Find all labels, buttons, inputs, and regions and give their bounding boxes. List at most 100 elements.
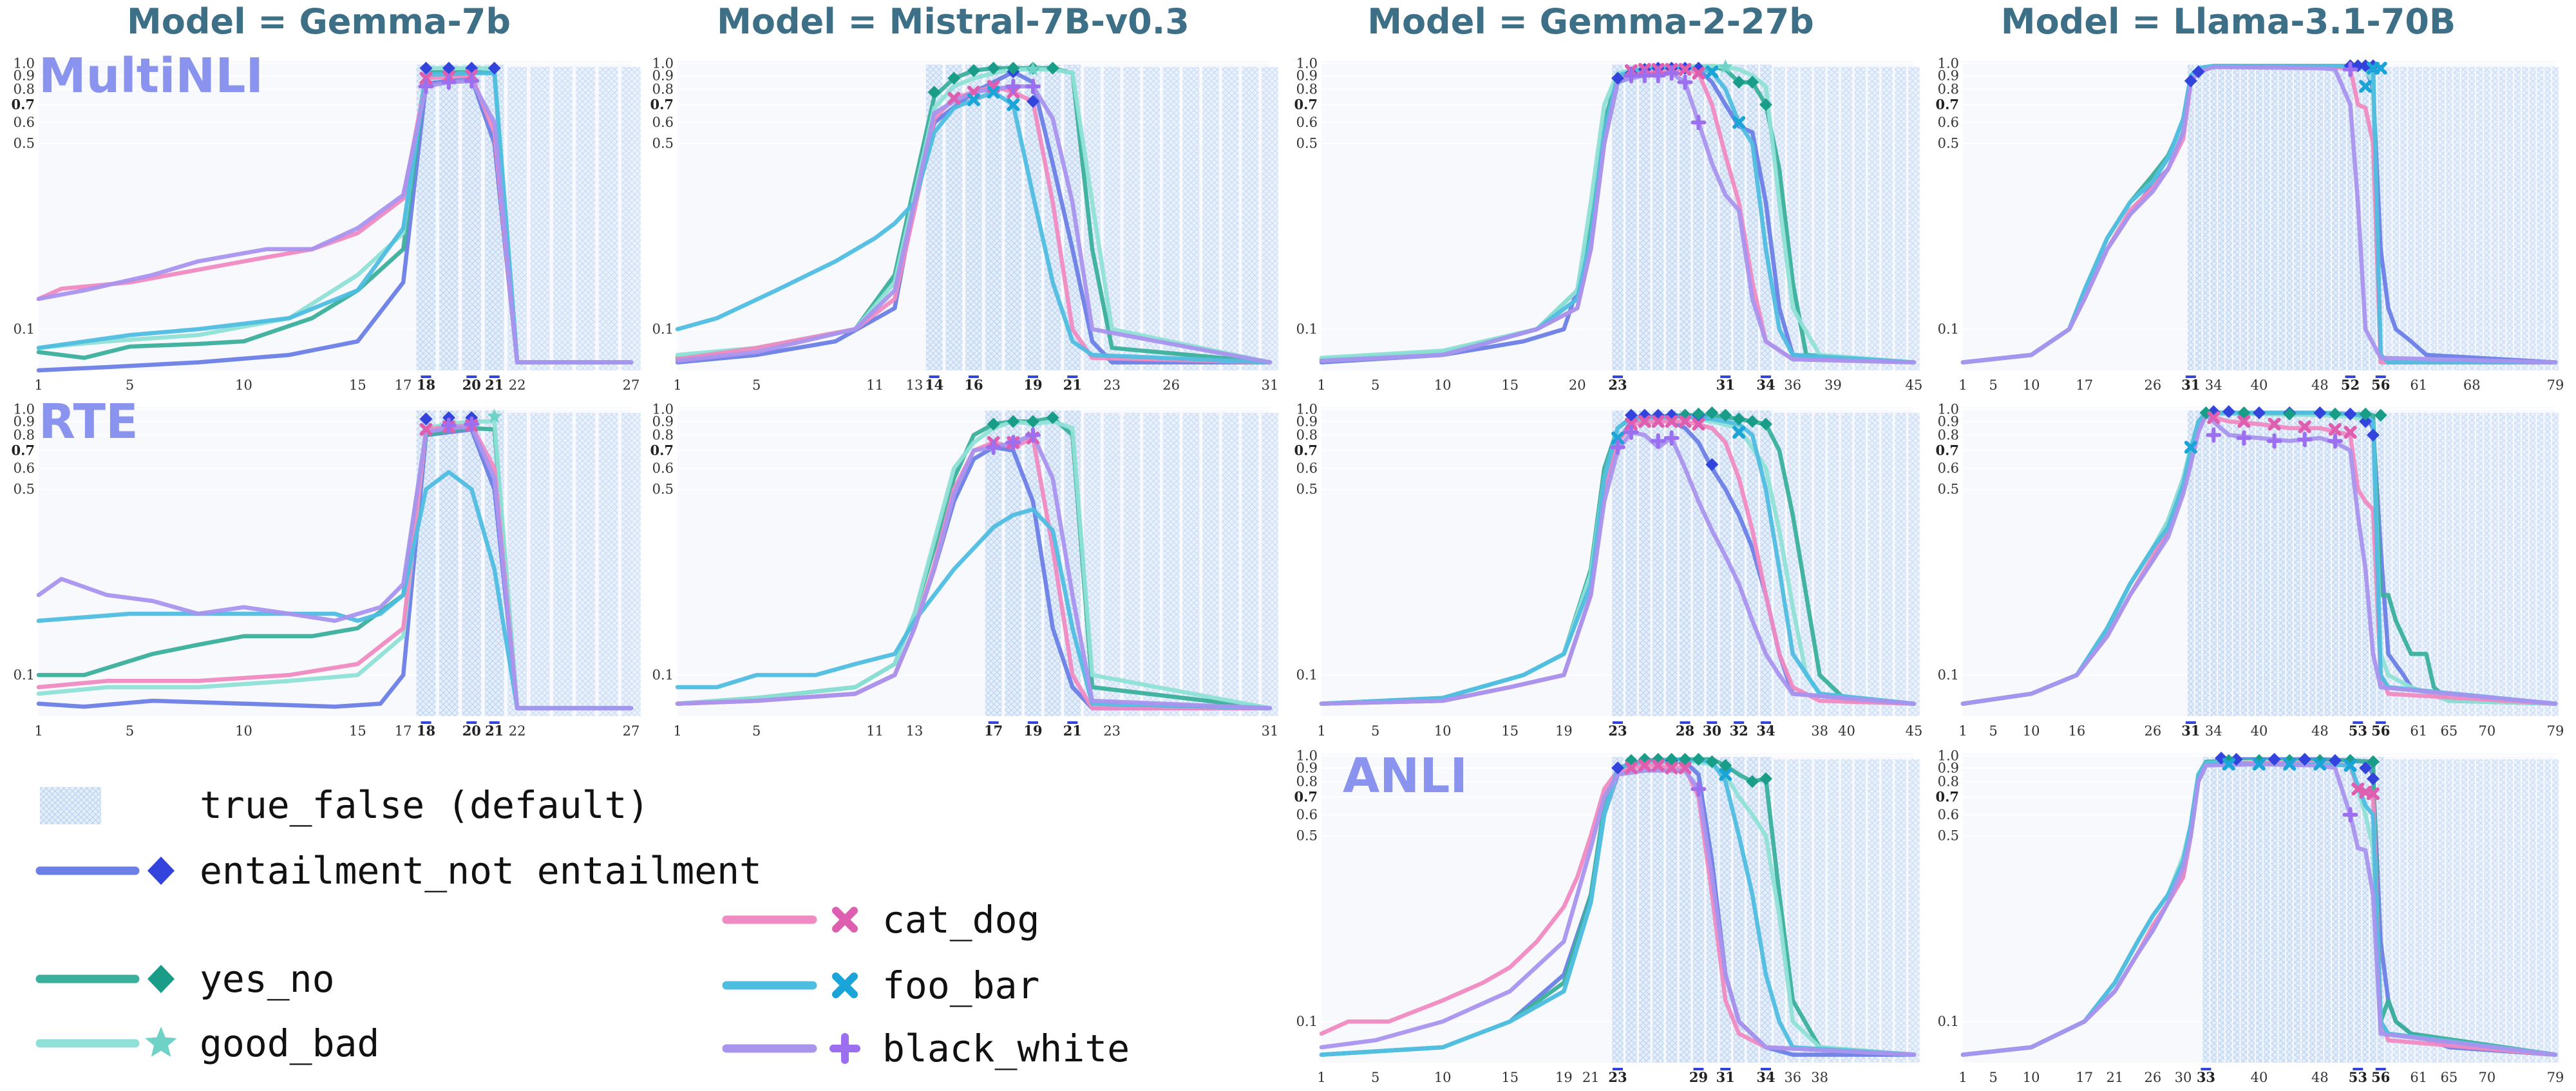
x-tick-label: 26 (2145, 1070, 2162, 1085)
point-marker-black-white (2342, 807, 2358, 823)
true-false-bar (2407, 759, 2414, 1063)
true-false-bar (2347, 757, 2354, 1063)
x-tick-label: 21 (485, 723, 504, 739)
x-tick-label: 21 (2107, 1070, 2124, 1085)
true-false-bar (1854, 413, 1866, 716)
x-tick-label: 26 (2145, 723, 2162, 739)
true-false-bar (1143, 67, 1160, 370)
true-false-bar (2316, 757, 2324, 1063)
x-tick-label: 5 (752, 723, 761, 739)
true-false-bar (462, 64, 482, 371)
x-tick-label: 34 (1756, 377, 1775, 393)
y-tick-label: 1.0 (14, 56, 35, 71)
x-tick-label: 34 (2205, 377, 2222, 393)
true-false-bar (1679, 410, 1691, 716)
point-marker-yes-no (1027, 415, 1039, 428)
true-false-bar (2445, 759, 2452, 1063)
point-marker-foo-bar-stroke-b (1611, 432, 1624, 445)
legend-marker-black-white-plus-icon (829, 1033, 860, 1064)
x-tick-label: 13 (906, 723, 923, 739)
y-tick-label: 0.9 (1938, 760, 1959, 775)
true-false-bar (1639, 757, 1651, 1063)
true-false-bar (2286, 410, 2293, 716)
x-tick-label: 70 (2478, 1070, 2496, 1085)
point-marker-cat-dog (1692, 417, 1705, 431)
true-false-bar (2233, 64, 2240, 371)
point-marker-black-white (1663, 65, 1680, 81)
true-false-bar (2324, 64, 2331, 371)
true-false-bar (2407, 413, 2414, 716)
x-tick-label: 45 (1906, 723, 1923, 739)
x-tick-label: 70 (2478, 723, 2496, 739)
true-false-bar (1868, 67, 1880, 370)
point-marker-yes-no (2313, 754, 2327, 767)
true-false-bar (2225, 64, 2232, 371)
x-tick-label: 22 (509, 723, 526, 739)
y-tick-label: 0.9 (652, 68, 674, 83)
x-tick-label: 45 (1906, 377, 1923, 393)
x-tick-label: 10 (235, 377, 252, 393)
true-false-bar (2438, 413, 2445, 716)
point-marker-foo-bar (2374, 61, 2387, 75)
true-false-bar (2453, 413, 2460, 716)
true-false-bar (2476, 759, 2483, 1063)
true-false-bar (2506, 759, 2514, 1063)
x-tick-label: 10 (1434, 723, 1452, 739)
x-tick-label: 19 (1555, 1070, 1573, 1085)
true-false-bar (2453, 759, 2460, 1063)
x-tick-label: 65 (2441, 723, 2458, 739)
true-false-bar (2278, 757, 2286, 1063)
x-tick-label: 40 (2251, 377, 2268, 393)
x-tick-label: 21 (1063, 377, 1082, 393)
true-false-bar (1625, 410, 1637, 716)
true-false-bar (2392, 413, 2400, 716)
y-tick-label: 0.5 (14, 136, 35, 151)
point-marker-cat-dog-stroke-b (1678, 761, 1692, 775)
point-marker-black-white (1636, 68, 1653, 84)
x-tick-label: 1 (34, 377, 43, 393)
point-marker-black-white (2342, 61, 2358, 77)
true-false-bar (2506, 67, 2514, 370)
true-false-bar (553, 413, 573, 716)
point-marker-cat-dog (2207, 411, 2221, 424)
point-marker-foo-bar-stroke-b (1719, 768, 1732, 781)
true-false-bar (2218, 64, 2224, 371)
true-false-bar (2240, 757, 2248, 1063)
true-false-bar (1222, 67, 1239, 370)
series-line-foo-bar (1960, 410, 2558, 706)
y-tick-label: 0.1 (1938, 667, 1959, 683)
point-marker-foo-bar (2222, 757, 2235, 771)
x-tick-label: 61 (2410, 723, 2427, 739)
true-false-bar (1854, 67, 1866, 370)
y-tick-label: 0.7 (1935, 788, 1959, 804)
point-marker-cat-dog (1692, 66, 1705, 80)
true-false-bar (2286, 64, 2293, 371)
x-tick-label: 13 (906, 377, 923, 393)
point-marker-foo-bar (2344, 759, 2357, 772)
point-marker-entailment (2253, 406, 2266, 420)
true-false-bar (2453, 67, 2460, 370)
point-marker-black-white (2206, 427, 2222, 443)
x-tick-label: 38 (1811, 723, 1828, 739)
point-marker-yes-no (987, 417, 1000, 431)
y-tick-label: 1.0 (1938, 402, 1959, 417)
col-title-gemma-2-27b: Model = Gemma-2-27b (1367, 1, 1814, 42)
y-tick-label: 0.6 (1938, 460, 1959, 476)
x-tick-label: 20 (462, 723, 481, 739)
true-false-bar (2225, 410, 2232, 716)
true-false-bar (1162, 413, 1180, 716)
y-tick-label: 0.8 (652, 82, 674, 97)
true-false-bar (2385, 67, 2392, 370)
true-false-bar (1895, 413, 1906, 716)
true-false-bar (2445, 67, 2452, 370)
true-false-bar (1665, 757, 1678, 1063)
point-marker-black-white (985, 439, 1001, 455)
true-false-bar (1182, 67, 1200, 370)
x-tick-label: 79 (2547, 377, 2564, 393)
true-false-bar (2362, 64, 2369, 371)
y-tick-label: 0.9 (1938, 413, 1959, 429)
point-marker-yes-no (1007, 61, 1020, 75)
true-false-bar (2210, 757, 2217, 1063)
true-false-bar (2202, 757, 2210, 1063)
point-marker-cat-dog (1651, 415, 1665, 428)
